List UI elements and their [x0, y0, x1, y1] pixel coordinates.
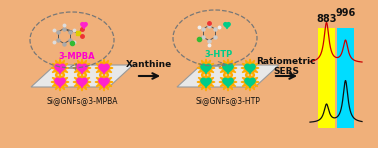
- Bar: [318, 28, 335, 128]
- Polygon shape: [31, 65, 133, 87]
- Polygon shape: [224, 23, 230, 28]
- Text: 3-HTP: 3-HTP: [205, 49, 233, 58]
- Polygon shape: [99, 78, 109, 87]
- Text: 883: 883: [316, 14, 337, 24]
- Text: Xanthine: Xanthine: [126, 60, 172, 69]
- Text: 996: 996: [335, 8, 356, 18]
- Polygon shape: [245, 64, 255, 73]
- Polygon shape: [77, 78, 87, 87]
- Polygon shape: [55, 78, 65, 87]
- Polygon shape: [197, 73, 215, 91]
- Polygon shape: [99, 64, 109, 73]
- Polygon shape: [241, 73, 259, 91]
- Polygon shape: [197, 59, 215, 77]
- Polygon shape: [201, 64, 211, 73]
- Polygon shape: [95, 73, 113, 91]
- Polygon shape: [77, 64, 87, 73]
- Polygon shape: [219, 73, 237, 91]
- Polygon shape: [81, 23, 87, 28]
- Text: Ratiometric: Ratiometric: [256, 57, 316, 66]
- Polygon shape: [201, 78, 211, 87]
- Polygon shape: [95, 59, 113, 77]
- Bar: [337, 28, 354, 128]
- Polygon shape: [55, 64, 65, 73]
- Polygon shape: [223, 64, 233, 73]
- Polygon shape: [245, 78, 255, 87]
- Polygon shape: [51, 73, 69, 91]
- Text: Si@GNFs@3-MPBA: Si@GNFs@3-MPBA: [46, 96, 118, 105]
- Polygon shape: [51, 59, 69, 77]
- Polygon shape: [241, 59, 259, 77]
- Polygon shape: [73, 59, 91, 77]
- Text: 3-MPBA: 3-MPBA: [59, 52, 95, 61]
- Polygon shape: [177, 65, 279, 87]
- Polygon shape: [73, 73, 91, 91]
- Text: SERS: SERS: [273, 67, 299, 76]
- Text: Si@GNFs@3-HTP: Si@GNFs@3-HTP: [195, 96, 260, 105]
- Polygon shape: [219, 59, 237, 77]
- Polygon shape: [223, 78, 233, 87]
